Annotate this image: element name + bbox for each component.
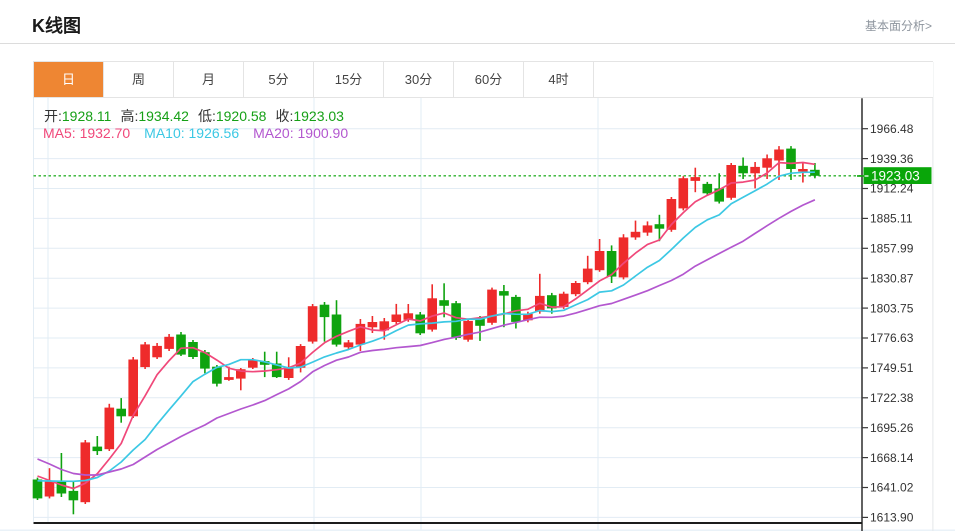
svg-text:1776.63: 1776.63 [870, 331, 914, 345]
svg-text:1885.11: 1885.11 [870, 212, 913, 226]
svg-text:1668.14: 1668.14 [870, 451, 914, 465]
svg-text:1749.51: 1749.51 [870, 361, 914, 375]
svg-text:1912.24: 1912.24 [870, 182, 914, 196]
svg-text:1857.99: 1857.99 [870, 242, 914, 256]
svg-text:1939.36: 1939.36 [870, 152, 914, 166]
svg-text:1966.48: 1966.48 [870, 122, 914, 136]
svg-text:1923.03: 1923.03 [871, 169, 920, 184]
svg-text:1830.87: 1830.87 [870, 271, 914, 285]
svg-text:1803.75: 1803.75 [870, 301, 914, 315]
svg-text:1613.90: 1613.90 [870, 511, 914, 525]
svg-text:1722.38: 1722.38 [870, 391, 914, 405]
svg-text:1695.26: 1695.26 [870, 421, 914, 435]
svg-text:1641.02: 1641.02 [870, 481, 914, 495]
